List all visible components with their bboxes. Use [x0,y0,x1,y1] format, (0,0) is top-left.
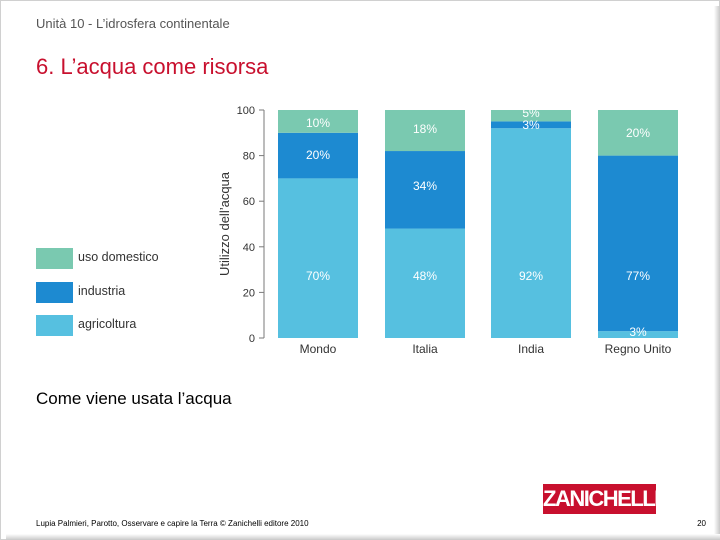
publisher-logo: ZANICHELLI [543,484,660,514]
bar-segment-industria [598,155,678,332]
slide-title: 6. L’acqua come risorsa [36,54,269,79]
y-tick-label: 100 [237,105,255,117]
legend-swatch-industria [36,282,73,303]
y-tick-label: 20 [243,287,255,299]
legend-label-agricoltura: agricoltura [78,317,137,331]
legend-item-agricoltura: agricoltura [36,315,236,337]
y-tick-label: 0 [249,333,255,345]
bar-segment-agricoltura [598,331,678,338]
data-label: 77% [626,269,650,283]
y-tick-label: 40 [243,242,255,254]
legend-label-uso-domestico: uso domestico [78,250,159,264]
bar-segment-uso-domestico [278,110,358,133]
caption: Come viene usata l’acqua [36,389,232,408]
legend-swatch-agricoltura [36,315,73,336]
x-category-label: Mondo [300,342,337,356]
data-label: 92% [519,269,543,283]
bar-segment-agricoltura [491,128,571,338]
bar-segment-industria [278,132,358,179]
x-category-label: India [518,342,544,356]
slide-shadow-bottom [6,534,720,540]
x-category-label: Italia [412,342,438,356]
unit-label: Unità 10 - L’idrosfera continentale [36,16,230,31]
y-tick-label: 60 [243,196,255,208]
bar-segment-agricoltura [278,178,358,338]
footer-credits: Lupia Palmieri, Parotto, Osservare e cap… [36,519,309,528]
data-label: 70% [306,269,330,283]
legend-swatch-uso-domestico [36,248,73,269]
bar-segment-industria [385,151,465,229]
legend-label-industria: industria [78,284,126,298]
data-label: 34% [413,179,437,193]
data-label: 20% [626,126,650,140]
data-label: 3% [629,325,647,339]
data-label: 10% [306,116,330,130]
slide-shadow-right [714,6,720,540]
data-label: 18% [413,122,437,136]
bar-segment-agricoltura [385,228,465,338]
bar-segment-uso-domestico [491,110,571,122]
data-label: 48% [413,269,437,283]
x-category-label: Regno Unito [605,342,672,356]
data-label: 5% [522,106,540,120]
legend-item-industria: industria [36,282,236,304]
y-axis-title: Utilizzo dell’acqua [217,171,232,276]
legend-item-uso-domestico: uso domestico [36,248,236,270]
page-number: 20 [697,519,706,528]
data-label: 3% [522,118,540,132]
y-tick-label: 80 [243,151,255,163]
bar-segment-industria [491,121,571,129]
bar-segment-uso-domestico [385,110,465,152]
data-label: 20% [306,148,330,162]
bar-segment-uso-domestico [598,110,678,156]
